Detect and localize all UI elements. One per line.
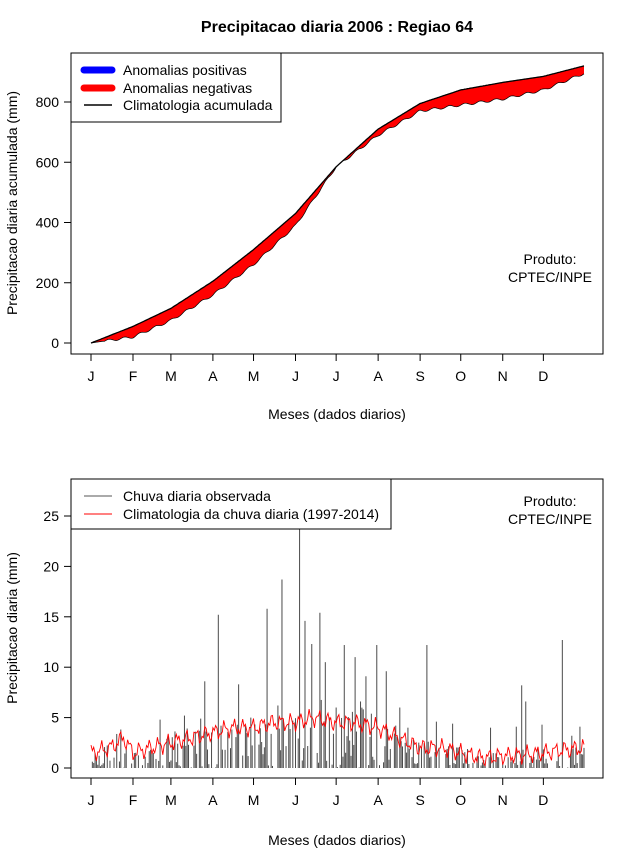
legend-box	[70, 478, 392, 530]
x-tick-label: J	[88, 792, 95, 808]
y-tick-label: 0	[51, 335, 59, 351]
y-tick-label: 200	[36, 275, 60, 291]
x-tick-label: D	[538, 368, 548, 384]
cumulative-chart: J F M A M J J A S O N D 0 200 400 600 800 Meses (dados …	[4, 52, 604, 422]
x-tick-label: A	[208, 792, 218, 808]
x-tick-label: M	[165, 368, 177, 384]
climatology-cumulative-line	[90, 65, 585, 344]
y-tick-label: 20	[43, 558, 59, 574]
x-tick-label: S	[415, 792, 424, 808]
y-axis: 0 5 10 15 20 25	[43, 508, 72, 776]
legend-label-observed: Chuva diaria observada	[123, 488, 271, 504]
legend-label-climatology: Climatologia da chuva diaria (1997-2014)	[123, 506, 379, 522]
figure-title: Precipitacao diaria 2006 : Regiao 64	[201, 19, 473, 36]
x-tick-label: A	[373, 792, 383, 808]
x-tick-label: A	[208, 368, 218, 384]
y-tick-label: 600	[36, 154, 60, 170]
product-source: CPTEC/INPE	[508, 511, 592, 527]
legend: Chuva diaria observada Climatologia da c…	[70, 478, 392, 530]
y-axis-label: Precipitacao diaria acumulada (mm)	[4, 91, 20, 315]
x-tick-label: J	[333, 792, 340, 808]
x-tick-label: O	[455, 368, 466, 384]
daily-climatology-line	[90, 709, 585, 767]
y-tick-label: 400	[36, 215, 60, 231]
product-label: Produto:	[524, 493, 577, 509]
x-tick-label: J	[292, 792, 299, 808]
daily-bars-layer	[91, 528, 585, 768]
x-tick-label: J	[88, 368, 95, 384]
climatology-line-layer	[90, 65, 585, 344]
x-axis-label: Meses (dados diarios)	[268, 832, 406, 848]
y-tick-label: 0	[51, 760, 59, 776]
x-axis-label: Meses (dados diarios)	[268, 406, 406, 422]
legend-label-climatology: Climatologia acumulada	[123, 97, 273, 113]
product-source: CPTEC/INPE	[508, 269, 592, 285]
y-axis-label: Precipitacao diaria (mm)	[4, 552, 20, 704]
product-label: Produto:	[524, 251, 577, 267]
x-tick-label: M	[248, 792, 260, 808]
legend: Anomalias positivas Anomalias negativas …	[70, 52, 282, 123]
y-tick-label: 800	[36, 94, 60, 110]
x-tick-label: O	[455, 792, 466, 808]
x-tick-label: D	[538, 792, 548, 808]
y-axis: 0 200 400 600 800	[36, 94, 72, 351]
y-tick-label: 15	[43, 609, 59, 625]
x-tick-label: M	[248, 368, 260, 384]
x-tick-label: M	[165, 792, 177, 808]
x-tick-label: F	[129, 792, 138, 808]
y-tick-label: 10	[43, 659, 59, 675]
daily-climatology-layer	[90, 709, 585, 767]
legend-label-positive: Anomalias positivas	[123, 62, 247, 78]
x-tick-label: N	[498, 792, 508, 808]
legend-label-negative: Anomalias negativas	[123, 80, 252, 96]
x-tick-label: F	[129, 368, 138, 384]
x-tick-label: J	[333, 368, 340, 384]
y-tick-label: 25	[43, 508, 59, 524]
daily-chart: J F M A M J J A S O N D 0 5 10 15 20 25 Meses (dados dia…	[4, 478, 604, 848]
x-tick-label: S	[415, 368, 424, 384]
x-tick-label: N	[498, 368, 508, 384]
y-tick-label: 5	[51, 710, 59, 726]
x-tick-label: A	[373, 368, 383, 384]
x-tick-label: J	[292, 368, 299, 384]
